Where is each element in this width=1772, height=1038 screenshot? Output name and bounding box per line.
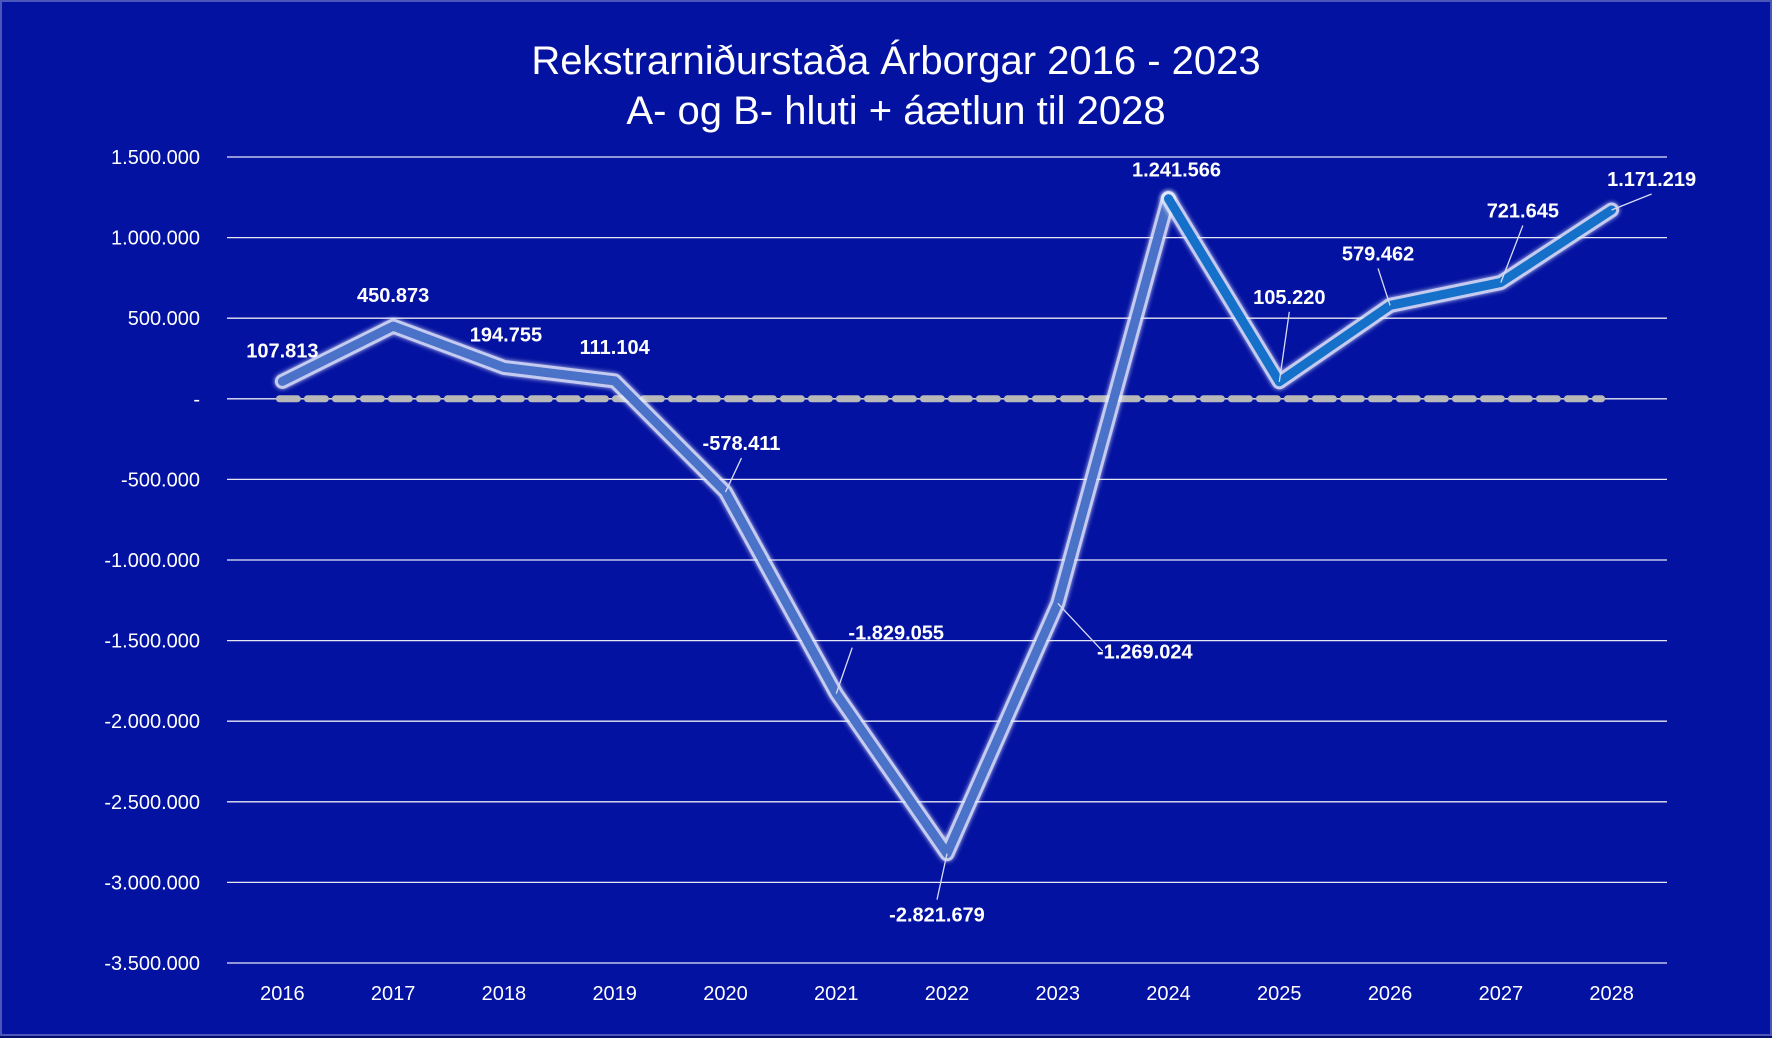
y-tick-label: -2.000.000 [104,711,200,733]
chart-subtitle: A- og B- hluti + áætlun til 2028 [626,89,1165,133]
data-label-leader [1500,225,1524,283]
data-label: 105.220 [1253,287,1325,309]
data-label: 721.645 [1487,200,1559,222]
data-label-leader [1611,193,1652,211]
axis-layer: 1.500.000 1.000.000 500.000 - -500.000 -1.000… [104,147,1634,1005]
data-label-layer: 107.813 450.873 194.755 111.104 -578.411 -1.8… [246,160,1696,927]
y-tick-label: -1.500.000 [104,631,200,653]
data-label: 579.462 [1342,243,1414,265]
data-label: -578.411 [703,433,781,455]
series-line-forecast-glow [1161,191,1620,390]
y-tick-label: 1.500.000 [111,147,200,169]
data-label: -1.829.055 [848,623,944,645]
data-label: 111.104 [580,337,651,359]
y-tick-label: -3.000.000 [104,872,200,894]
data-label-leader [724,457,743,493]
y-tick-label: - [193,389,200,411]
x-tick-label: 2022 [925,983,970,1005]
grid-layer [227,156,1667,964]
x-tick-label: 2026 [1368,983,1413,1005]
series-line-forecast [1164,194,1617,387]
data-label: -1.269.024 [1097,641,1194,663]
data-label-leader [1278,311,1290,382]
data-label-leader [936,853,948,900]
x-tick-label: 2019 [592,983,637,1005]
data-label: 107.813 [246,340,318,362]
data-label: -2.821.679 [889,905,985,927]
x-tick-label: 2027 [1479,983,1524,1005]
x-tick-label: 2024 [1146,983,1191,1005]
y-tick-label: -3.500.000 [104,953,200,975]
chart-title: Rekstrarniðurstaða Árborgar 2016 - 2023 [531,38,1260,83]
data-label: 1.241.566 [1132,160,1221,182]
series-layer [274,191,1620,862]
x-tick-label: 2023 [1036,983,1081,1005]
y-tick-label: -500.000 [121,469,200,491]
data-label-leader [835,647,853,694]
data-label: 194.755 [470,324,542,346]
x-tick-label: 2025 [1257,983,1302,1005]
y-tick-label: 500.000 [128,308,200,330]
data-label: 450.873 [357,285,429,307]
data-label: 1.171.219 [1607,169,1696,191]
x-tick-label: 2021 [814,983,859,1005]
data-label-leader [1057,602,1104,652]
data-label-leader [1377,268,1391,306]
x-tick-label: 2028 [1589,983,1634,1005]
y-tick-label: 1.000.000 [111,228,200,250]
y-tick-label: -2.500.000 [104,792,200,814]
x-tick-label: 2016 [260,983,305,1005]
y-tick-label: -1.000.000 [104,550,200,572]
x-tick-label: 2020 [703,983,748,1005]
x-tick-label: 2017 [371,983,416,1005]
x-tick-label: 2018 [482,983,527,1005]
